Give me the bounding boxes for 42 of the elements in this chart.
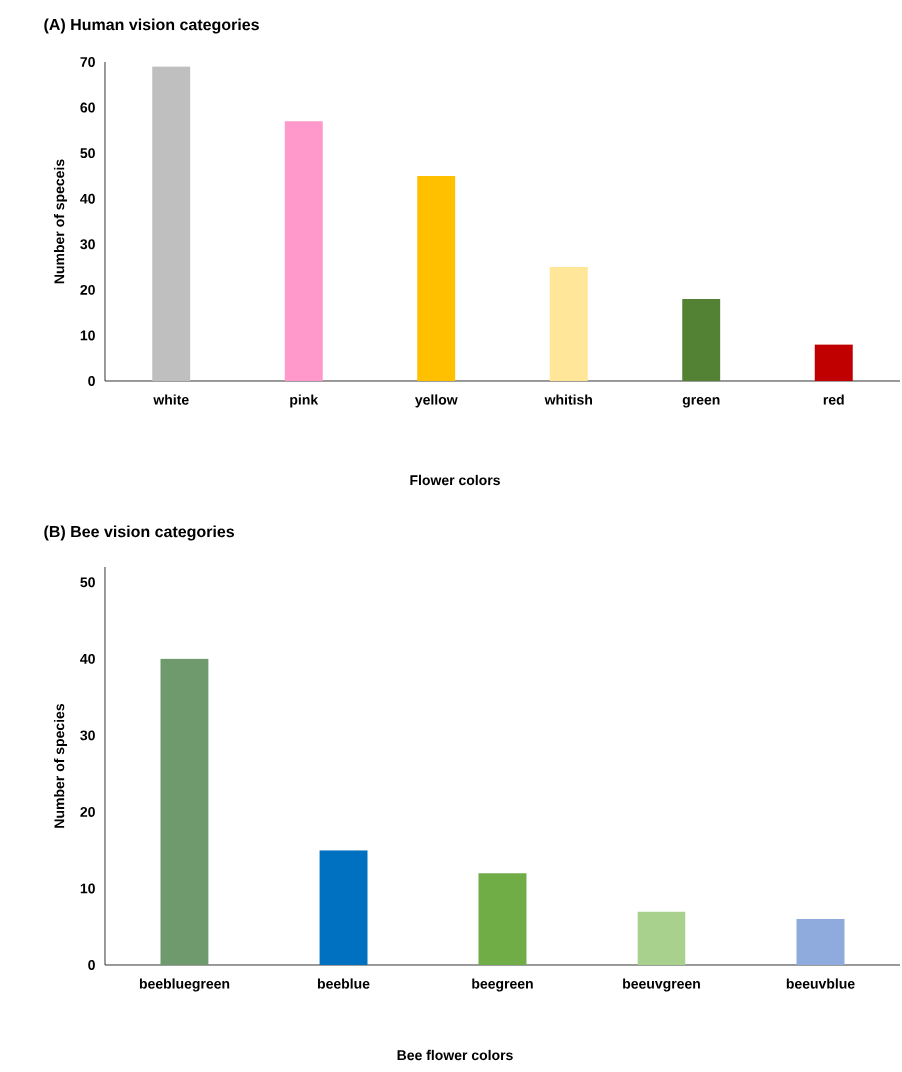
y-tick-label: 10 bbox=[80, 330, 95, 341]
x-tick-label: beeuvblue bbox=[786, 978, 855, 989]
y-tick-label: 10 bbox=[80, 883, 95, 894]
bar bbox=[319, 850, 368, 965]
bar bbox=[796, 919, 845, 965]
bar bbox=[637, 911, 686, 965]
y-axis-title: Number of species bbox=[53, 703, 68, 828]
x-tick-label: beegreen bbox=[472, 978, 533, 992]
x-tick-label: red bbox=[823, 394, 844, 405]
x-tick-label: beeblue bbox=[317, 978, 370, 989]
bar bbox=[152, 66, 191, 381]
y-tick-label: 30 bbox=[80, 730, 95, 741]
x-tick-label: pink bbox=[290, 394, 319, 408]
bar bbox=[417, 175, 456, 381]
y-tick-label: 50 bbox=[80, 148, 95, 159]
y-tick-label: 0 bbox=[88, 960, 95, 970]
chart-title: (B) Bee vision categories bbox=[44, 525, 235, 541]
bar bbox=[549, 267, 588, 381]
y-tick-label: 0 bbox=[88, 376, 95, 386]
x-tick-label: white bbox=[153, 394, 189, 405]
bar bbox=[160, 658, 209, 965]
bar bbox=[682, 298, 721, 381]
x-tick-label: beeuvgreen bbox=[623, 978, 700, 992]
y-axis-title: Number of speceis bbox=[53, 159, 68, 284]
x-tick-label: beebluegreen bbox=[139, 978, 230, 992]
y-tick-label: 20 bbox=[80, 284, 95, 295]
x-axis-title: Bee flower colors bbox=[397, 1049, 513, 1061]
y-tick-label: 70 bbox=[80, 57, 95, 67]
bar bbox=[814, 344, 853, 381]
bar bbox=[284, 121, 323, 381]
x-tick-label: green bbox=[682, 396, 720, 408]
y-tick-label: 20 bbox=[80, 806, 95, 817]
y-tick-label: 30 bbox=[80, 239, 95, 250]
y-tick-label: 60 bbox=[80, 102, 95, 113]
x-tick-label: whitish bbox=[544, 394, 592, 405]
y-tick-label: 40 bbox=[80, 653, 95, 664]
y-tick-label: 40 bbox=[80, 193, 95, 204]
x-axis-title: Flower colors bbox=[410, 474, 500, 486]
chart-title: (A) Human vision categories bbox=[44, 18, 259, 34]
bar bbox=[478, 873, 527, 965]
y-tick-label: 50 bbox=[80, 577, 95, 588]
x-tick-label: yellow bbox=[414, 394, 458, 408]
